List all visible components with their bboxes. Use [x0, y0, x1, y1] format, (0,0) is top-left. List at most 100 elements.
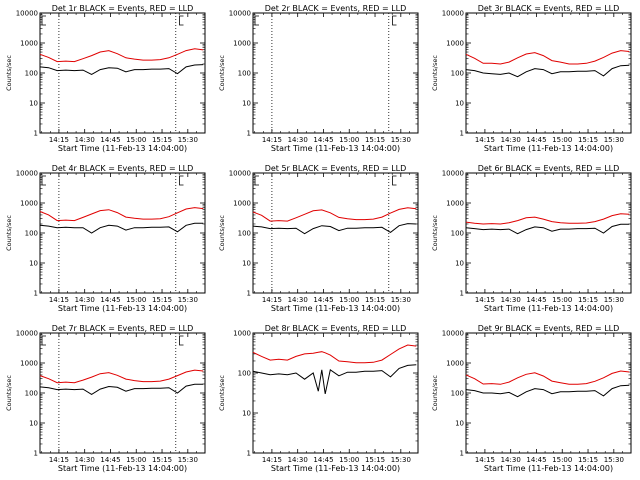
detector-plot-8: Det 8r BLACK = Events, RED = LLD 1 10 100 10… — [218, 324, 419, 473]
plot-title: Det 5r BLACK = Events, RED = LLD — [265, 164, 407, 173]
interval-bracket-marker — [254, 175, 259, 186]
plot-frame — [465, 172, 632, 294]
y-tick-label: 1 — [247, 290, 251, 298]
y-axis-label: Counts/sec — [5, 375, 13, 411]
x-axis-label: Start Time (11-Feb-13 14:04:00) — [271, 464, 400, 473]
x-tick-label: 15:30 — [391, 136, 411, 144]
y-tick-label: 10000 — [442, 330, 464, 338]
series-line-events — [39, 222, 204, 234]
x-tick-label: 15:15 — [152, 296, 172, 304]
y-tick-label: 1 — [34, 450, 38, 458]
plot-title: Det 4r BLACK = Events, RED = LLD — [52, 164, 194, 173]
x-tick-label: 14:45 — [526, 456, 546, 464]
x-tick-label: 15:30 — [178, 136, 198, 144]
plot-title: Det 1r BLACK = Events, RED = LLD — [52, 4, 194, 13]
y-tick-label: 10 — [242, 100, 251, 108]
y-tick-label: 100 — [25, 230, 38, 238]
interval-bracket-marker — [254, 15, 259, 26]
y-tick-label: 1 — [460, 290, 464, 298]
x-axis-label: Start Time (11-Feb-13 14:04:00) — [484, 304, 613, 313]
x-tick-label: 15:15 — [365, 136, 385, 144]
plot-title: Det 2r BLACK = Events, RED = LLD — [265, 4, 407, 13]
series-line-events — [39, 64, 204, 75]
series-line-events — [39, 383, 204, 395]
plot-title: Det 8r BLACK = Events, RED = LLD — [265, 324, 407, 333]
x-tick-label: 15:00 — [339, 136, 359, 144]
x-axis-label: Start Time (11-Feb-13 14:04:00) — [484, 464, 613, 473]
y-tick-label: 1000 — [446, 200, 464, 208]
series-line-events — [465, 384, 630, 398]
series-line-lld — [465, 50, 630, 65]
y-tick-label: 10 — [455, 420, 464, 428]
series-line-events — [252, 364, 417, 395]
y-axis-label: Counts/sec — [431, 55, 439, 91]
y-tick-label: 10000 — [16, 330, 38, 338]
x-tick-label: 15:15 — [152, 136, 172, 144]
y-tick-label: 10 — [455, 260, 464, 268]
detector-plot-4: Det 4r BLACK = Events, RED = LLD 1 10 100 10… — [5, 164, 206, 313]
plot-title: Det 7r BLACK = Events, RED = LLD — [52, 324, 194, 333]
x-tick-label: 15:00 — [339, 296, 359, 304]
detector-plot-9: Det 9r BLACK = Events, RED = LLD 1 10 100 10… — [431, 324, 632, 473]
y-tick-label: 1000 — [20, 360, 38, 368]
y-tick-label: 100 — [25, 390, 38, 398]
series-line-events — [465, 223, 630, 235]
y-tick-label: 10 — [242, 260, 251, 268]
interval-bracket-marker — [179, 175, 184, 186]
x-tick-label: 15:00 — [126, 456, 146, 464]
y-axis-label: Counts/sec — [5, 215, 13, 251]
x-tick-label: 15:30 — [604, 296, 624, 304]
y-axis-label: Counts/sec — [218, 375, 226, 411]
plot-frame — [39, 332, 206, 454]
y-axis-label: Counts/sec — [218, 55, 226, 91]
plot-frame — [252, 172, 419, 294]
y-tick-label: 10000 — [16, 170, 38, 178]
x-tick-label: 15:15 — [152, 456, 172, 464]
y-tick-label: 1000 — [20, 40, 38, 48]
y-tick-label: 1 — [34, 130, 38, 138]
x-tick-label: 15:00 — [552, 296, 572, 304]
x-tick-label: 14:45 — [313, 296, 333, 304]
x-tick-label: 14:45 — [313, 136, 333, 144]
y-tick-label: 100 — [25, 70, 38, 78]
y-tick-label: 1 — [34, 290, 38, 298]
y-tick-label: 10000 — [229, 170, 251, 178]
series-line-lld — [252, 207, 417, 222]
y-tick-label: 10000 — [442, 10, 464, 18]
y-tick-label: 10000 — [16, 10, 38, 18]
plot-title: Det 3r BLACK = Events, RED = LLD — [478, 4, 620, 13]
x-tick-label: 14:45 — [100, 456, 120, 464]
x-axis-label: Start Time (11-Feb-13 14:04:00) — [58, 304, 187, 313]
detector-plot-2: Det 2r BLACK = Events, RED = LLD 1 10 100 10… — [218, 4, 419, 153]
x-tick-label: 14:15 — [475, 296, 495, 304]
x-tick-label: 14:15 — [49, 136, 69, 144]
x-tick-label: 15:30 — [604, 136, 624, 144]
y-tick-label: 1000 — [233, 330, 251, 338]
x-tick-label: 15:30 — [178, 456, 198, 464]
x-tick-label: 14:30 — [501, 136, 521, 144]
interval-bracket-marker — [179, 15, 184, 26]
detector-plot-6: Det 6r BLACK = Events, RED = LLD 1 10 100 10… — [431, 164, 632, 313]
y-tick-label: 100 — [238, 70, 251, 78]
interval-bracket-marker — [392, 15, 397, 26]
x-tick-label: 14:30 — [75, 296, 95, 304]
interval-bracket-marker — [41, 15, 46, 26]
plot-title: Det 6r BLACK = Events, RED = LLD — [478, 164, 620, 173]
plot-frame — [252, 332, 419, 454]
x-tick-label: 14:45 — [100, 136, 120, 144]
y-tick-label: 1 — [460, 130, 464, 138]
series-line-lld — [252, 344, 417, 364]
series-line-events — [465, 64, 630, 78]
x-tick-label: 15:15 — [578, 296, 598, 304]
y-axis-label: Counts/sec — [431, 215, 439, 251]
x-axis-label: Start Time (11-Feb-13 14:04:00) — [58, 464, 187, 473]
x-tick-label: 15:15 — [578, 456, 598, 464]
y-tick-label: 1000 — [20, 200, 38, 208]
y-tick-label: 10 — [242, 410, 251, 418]
x-tick-label: 14:15 — [475, 456, 495, 464]
x-tick-label: 15:30 — [391, 296, 411, 304]
x-tick-label: 15:00 — [126, 136, 146, 144]
detector-plot-1: Det 1r BLACK = Events, RED = LLD 1 10 100 10… — [5, 4, 206, 153]
